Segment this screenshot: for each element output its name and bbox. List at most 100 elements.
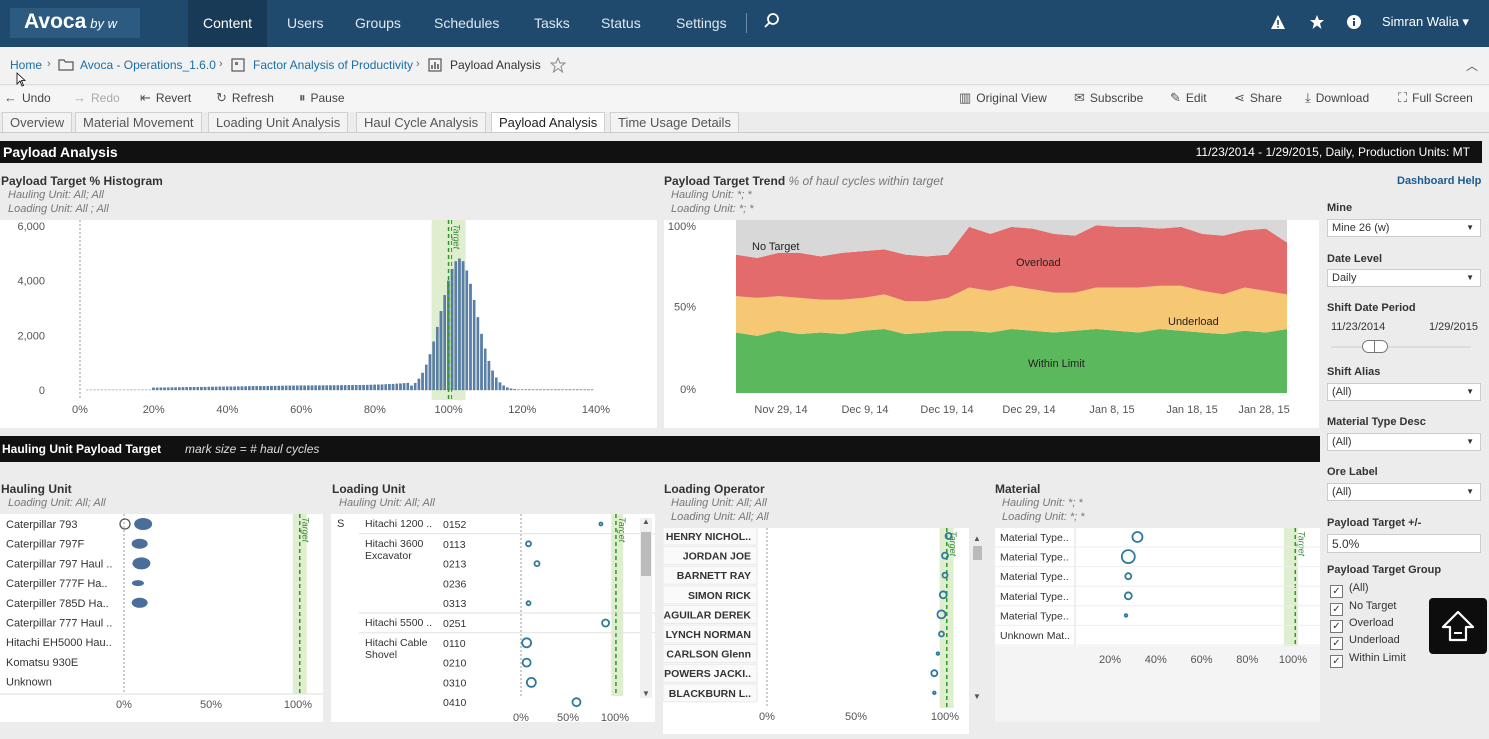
group-checkbox-overload[interactable]: ✓ Overload	[1330, 617, 1394, 633]
histogram-bar	[421, 372, 424, 391]
loading-unit-mark	[598, 521, 604, 527]
breadcrumb-project[interactable]: Avoca - Operations_1.6.0	[80, 58, 216, 72]
loading-operator-chart[interactable]: Target HENRY NICHOL.. JORDAN JOE BARNETT RA…	[662, 526, 969, 734]
favorite-star-icon[interactable]	[549, 56, 567, 76]
user-menu[interactable]: Simran Walia ▾	[1382, 14, 1469, 29]
nav-users[interactable]: Users	[287, 15, 324, 31]
date-level-select[interactable]: Daily ▼	[1327, 269, 1481, 287]
mine-filter-label: Mine	[1327, 202, 1353, 214]
nav-tasks[interactable]: Tasks	[534, 15, 570, 31]
pause-button[interactable]: ⏸ Pause	[299, 90, 345, 105]
operator-row-label: AGUILAR DEREK	[663, 609, 751, 621]
info-icon[interactable]	[1346, 14, 1362, 34]
histogram-bar	[292, 385, 295, 391]
material-type-select[interactable]: (All) ▼	[1327, 433, 1481, 451]
histogram-chart[interactable]: Target 6,000 4,000 2,000 0 0% 20% 40% 60% 80% 100%…	[0, 220, 657, 428]
material-mark	[1124, 572, 1133, 581]
trend-chart-area[interactable]: 100% 50% 0% Nov 29, 14 Dec 9, 14 Dec 19, 14 De…	[664, 220, 1319, 428]
search-icon[interactable]	[763, 12, 781, 34]
histogram-bar	[229, 386, 233, 391]
histogram-bar	[480, 333, 483, 391]
date-range-slider-track[interactable]	[1331, 346, 1471, 348]
group-checkbox-underload[interactable]: ✓ Underload	[1330, 634, 1400, 650]
loading-unit-chart-area[interactable]: Target S Hitachi 1200 .. 0152 Hitachi 3600 Ex…	[331, 514, 655, 724]
hauling-unit-mark	[131, 538, 148, 549]
download-button[interactable]: ⤓ Download	[1305, 90, 1370, 105]
edit-button[interactable]: ✎ Edit	[1170, 90, 1207, 105]
collapse-chevron-icon[interactable]: ︿	[1466, 59, 1479, 73]
revert-button[interactable]: ⇤ Revert	[140, 90, 192, 105]
trend-subtitle-hauling: Hauling Unit: *; *	[671, 189, 752, 201]
histogram-bar	[159, 387, 163, 391]
shift-alias-select[interactable]: (All) ▼	[1327, 383, 1481, 401]
breadcrumb-home[interactable]: Home	[10, 58, 43, 72]
breadcrumb-separator: ›	[47, 58, 51, 70]
histogram-bar	[369, 384, 373, 391]
mine-filter-select[interactable]: Mine 26 (w) ▼	[1327, 219, 1481, 237]
group-checkbox-no-target[interactable]: ✓ No Target	[1330, 600, 1397, 616]
loading-unit-group-label: Hitachi Cable Shovel	[365, 637, 428, 661]
histogram-chart-area[interactable]: Target 6,000 4,000 2,000 0 0% 20% 40% 60% 80% 100%…	[0, 220, 657, 428]
histogram-bar	[155, 387, 159, 391]
operator-row-bg	[662, 683, 758, 703]
refresh-button[interactable]: ↻ Refresh	[216, 90, 274, 105]
subscribe-button[interactable]: ✉ Subscribe	[1074, 90, 1144, 105]
loading-unit-mark	[525, 540, 532, 548]
redo-button[interactable]: → Redo	[73, 90, 120, 105]
breadcrumb-workbook[interactable]: Factor Analysis of Productivity	[253, 58, 414, 72]
share-button[interactable]: ⋖ Share	[1234, 90, 1282, 105]
home-up-arrow-icon	[1441, 610, 1475, 642]
loading-operator-chart-area[interactable]: Target HENRY NICHOL.. JORDAN JOE BARNETT RA…	[662, 526, 969, 734]
hauling-unit-row-label: Komatsu 930E	[6, 657, 78, 669]
nav-content[interactable]: Content	[188, 0, 268, 47]
tab-loading-unit-analysis[interactable]: Loading Unit Analysis	[208, 112, 349, 133]
hauling-unit-chart[interactable]: Target Caterpillar 793 Caterpillar 797F Cat…	[0, 514, 323, 722]
payload-target-pm-input[interactable]: 5.0%	[1327, 534, 1481, 553]
nav-groups[interactable]: Groups	[355, 15, 401, 31]
tab-material-movement[interactable]: Material Movement	[75, 112, 202, 133]
loading-unit-chart[interactable]: Target S Hitachi 1200 .. 0152 Hitachi 3600 Ex…	[331, 514, 655, 724]
undo-button[interactable]: ← Undo	[4, 90, 51, 105]
hauling-unit-chart-area[interactable]: Target Caterpillar 793 Caterpillar 797F Cat…	[0, 514, 323, 722]
trend-chart[interactable]: 100% 50% 0% Nov 29, 14 Dec 9, 14 Dec 19, 14 De…	[664, 220, 1319, 428]
material-row-label: Material Type..	[1000, 610, 1069, 622]
hauling-unit-panel: Hauling Unit Loading Unit: All; All Targ…	[0, 478, 323, 728]
histogram-bar	[266, 385, 270, 391]
histogram-bar	[189, 387, 192, 391]
nav-settings[interactable]: Settings	[676, 15, 727, 31]
nav-schedules[interactable]: Schedules	[434, 15, 500, 31]
tab-time-usage-details[interactable]: Time Usage Details	[610, 112, 739, 133]
nav-status[interactable]: Status	[601, 15, 641, 31]
app-logo[interactable]: Avoca by w	[10, 8, 140, 38]
scroll-to-top-button[interactable]	[1429, 598, 1487, 654]
material-row-label: Material Type..	[1000, 552, 1069, 564]
alert-icon[interactable]	[1270, 14, 1286, 34]
group-checkbox-all[interactable]: ✓ (All)	[1330, 582, 1369, 598]
tab-overview[interactable]: Overview	[2, 112, 73, 133]
histogram-panel: Payload Target % Histogram Hauling Unit:…	[0, 170, 657, 428]
x-tick-label: 80%	[364, 404, 386, 416]
operator-scrollbar[interactable]: ▲ ▼	[973, 534, 982, 701]
tab-payload-analysis[interactable]: Payload Analysis	[491, 112, 606, 133]
nav-divider	[746, 13, 747, 33]
loading-operator-subtitle-hauling: Hauling Unit: All; All	[671, 497, 767, 509]
loading-unit-id-label: 0410	[443, 697, 467, 709]
histogram-bar	[310, 385, 314, 391]
material-chart[interactable]: Target Material Type.. Material Type.. Mate…	[995, 528, 1320, 722]
material-chart-area[interactable]: Target Material Type.. Material Type.. Mate…	[995, 528, 1320, 722]
hauling-section-header: Hauling Unit Payload Target mark size = …	[0, 436, 1320, 462]
histogram-bar	[211, 386, 214, 391]
dashboard-help-link[interactable]: Dashboard Help	[1397, 175, 1482, 187]
histogram-bar	[233, 386, 236, 391]
histogram-bar	[299, 385, 303, 391]
ore-label-select[interactable]: (All) ▼	[1327, 483, 1481, 501]
group-checkbox-within-limit[interactable]: ✓ Within Limit	[1330, 652, 1406, 668]
breadcrumb-separator: ›	[219, 58, 223, 70]
hauling-unit-subtitle: Loading Unit: All; All	[8, 497, 106, 509]
original-view-button[interactable]: ▥ Original View	[959, 90, 1047, 105]
tab-haul-cycle-analysis[interactable]: Haul Cycle Analysis	[356, 112, 487, 133]
full-screen-button[interactable]: ⛶ Full Screen	[1398, 90, 1473, 105]
trend-area-within-limit	[736, 328, 1287, 393]
date-range-slider-handle[interactable]	[1362, 340, 1388, 353]
favorites-star-icon[interactable]	[1309, 14, 1325, 34]
